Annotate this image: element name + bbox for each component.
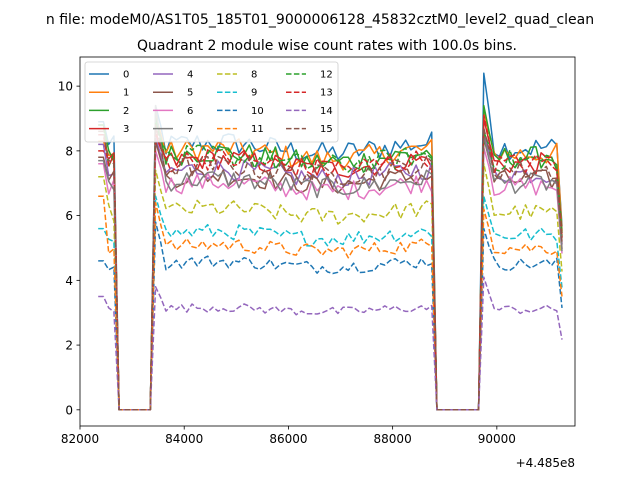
x-tick-label: 86000	[269, 432, 307, 446]
figure-suptitle: n file: modeM0/AS1T05_185T01_9000006128_…	[46, 12, 594, 28]
y-tick-label: 10	[58, 80, 73, 94]
legend-label-7: 7	[187, 124, 193, 135]
legend-label-0: 0	[123, 70, 129, 81]
series-line-10	[98, 221, 563, 411]
chart-title: Quadrant 2 module wise count rates with …	[137, 38, 517, 54]
legend-label-11: 11	[251, 124, 264, 135]
series-line-2	[98, 104, 563, 411]
series-line-13	[98, 114, 563, 411]
y-tick-label: 6	[65, 209, 73, 223]
series-line-9	[98, 195, 563, 411]
legend-box	[84, 61, 339, 143]
y-tick-label: 4	[65, 274, 73, 288]
y-tick-label: 8	[65, 144, 73, 158]
series-line-11	[98, 195, 563, 411]
y-tick-label: 2	[65, 339, 73, 353]
legend-label-4: 4	[187, 70, 193, 81]
series-layer	[98, 72, 563, 411]
series-line-3	[98, 117, 563, 411]
x-axis-offset-label: +4.485e8	[516, 456, 575, 470]
x-tick-label: 82000	[61, 432, 99, 446]
series-line-7	[98, 104, 563, 411]
plot-frame	[79, 56, 576, 427]
legend-label-13: 13	[320, 88, 333, 99]
legend-label-12: 12	[320, 70, 333, 81]
series-line-1	[98, 111, 563, 411]
axis-layer: 82000 84000 86000 88000 90000 0 2 4 6 8 10	[58, 80, 516, 446]
legend-label-6: 6	[187, 106, 193, 117]
series-line-5	[98, 137, 563, 411]
series-line-8	[98, 163, 563, 411]
legend-label-10: 10	[251, 106, 264, 117]
x-tick-label: 84000	[165, 432, 203, 446]
x-tick-label: 90000	[478, 432, 516, 446]
series-line-14	[98, 276, 563, 411]
legend-label-14: 14	[320, 106, 333, 117]
legend-label-3: 3	[123, 124, 129, 135]
legend-label-15: 15	[320, 124, 333, 135]
series-line-6	[98, 146, 563, 411]
y-tick-label: 0	[65, 403, 73, 417]
legend-label-9: 9	[251, 88, 257, 99]
legend-label-1: 1	[123, 88, 129, 99]
series-line-15	[98, 124, 563, 411]
x-tick-label: 88000	[374, 432, 412, 446]
legend-label-2: 2	[123, 106, 129, 117]
legend-label-5: 5	[187, 88, 193, 99]
legend-label-8: 8	[251, 70, 257, 81]
